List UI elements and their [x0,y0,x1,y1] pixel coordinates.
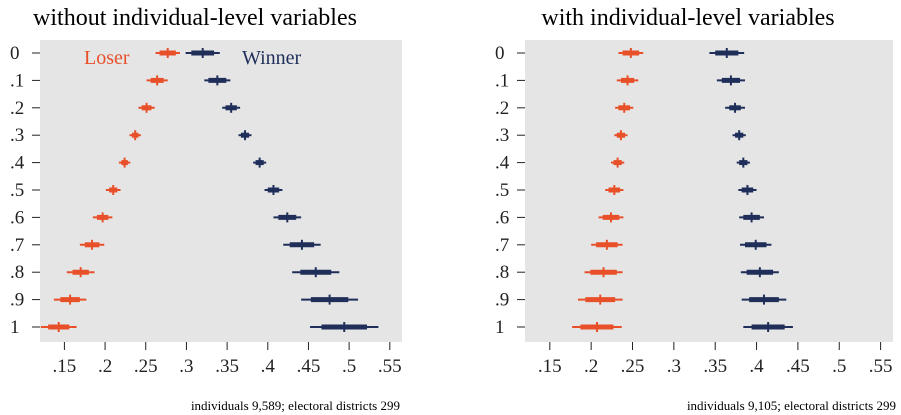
x-tick-label: .15 [538,356,562,377]
series-loser [572,48,644,332]
x-tick-label: .4 [749,356,764,377]
x-tick-label: .25 [134,356,158,377]
y-tick-label: .2 [10,98,24,119]
series-winner [709,48,793,332]
plot-area [40,40,402,342]
y-tick-label: .8 [10,262,24,283]
x-tick-label: .45 [297,356,321,377]
chart-title: without individual-level variables [33,5,357,31]
y-tick-label: .3 [495,125,509,146]
plot-area [525,40,893,342]
y-tick-label: 1 [10,317,20,338]
sample-note: individuals 9,105; electoral districts 2… [687,398,896,413]
x-tick-label: .2 [584,356,598,377]
y-tick-label: .6 [495,207,509,228]
y-tick-label: .6 [10,207,24,228]
y-tick-label: .4 [495,153,510,174]
y-tick-label: .7 [495,235,509,256]
y-tick-label: 1 [495,317,505,338]
y-tick-label: .1 [495,70,509,91]
series-loser [40,48,180,332]
series-winner [185,48,379,332]
panel-with-individual-variables: with individual-level variables individu… [495,5,896,413]
y-tick-label: .5 [10,180,24,201]
x-tick-label: .5 [342,356,356,377]
y-tick-label: .7 [10,235,24,256]
y-tick-label: 0 [10,43,20,64]
y-tick-label: 0 [495,43,505,64]
x-tick-label: .3 [179,356,193,377]
y-tick-label: .1 [10,70,24,91]
panel-without-individual-variables: without individual-level variables indiv… [10,5,402,413]
y-tick-label: .4 [10,153,25,174]
x-tick-label: .35 [215,356,239,377]
chart-title: with individual-level variables [541,5,834,31]
y-tick-label: .5 [495,180,509,201]
x-tick-label: .2 [98,356,112,377]
y-tick-label: .9 [10,290,24,311]
x-tick-label: .55 [869,356,893,377]
x-tick-label: .3 [667,356,681,377]
x-tick-label: .35 [703,356,727,377]
x-tick-label: .4 [261,356,276,377]
legend-loser: Loser [84,47,130,69]
x-tick-label: .55 [378,356,402,377]
legend-winner: Winner [242,47,302,69]
y-tick-label: .2 [495,98,509,119]
x-tick-label: .5 [832,356,846,377]
sample-note: individuals 9,589; electoral districts 2… [191,398,400,413]
x-tick-label: .15 [53,356,77,377]
y-tick-label: .3 [10,125,24,146]
y-tick-label: .9 [495,290,509,311]
x-tick-label: .45 [786,356,810,377]
x-tick-label: .25 [621,356,645,377]
legend: Loser Winner [84,47,302,69]
y-tick-label: .8 [495,262,509,283]
